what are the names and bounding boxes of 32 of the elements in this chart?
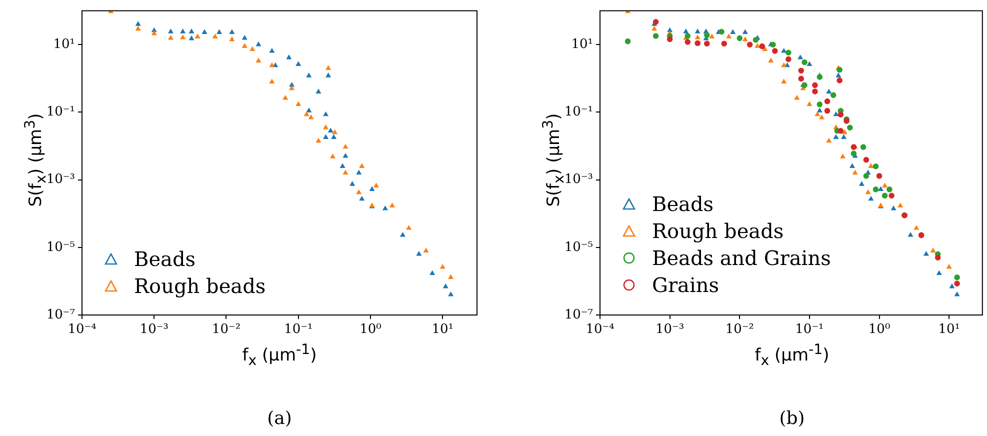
x-tick-label: 10⁻² <box>212 322 241 338</box>
x-tick-label: 10⁰ <box>360 322 382 338</box>
x-axis-title: f$_{x}$ (μm$^{-1}$) <box>754 342 830 370</box>
y-tick-label: 10⁻³ <box>46 172 75 188</box>
x-tick-label: 10⁻¹ <box>795 322 824 338</box>
x-tick-label: 10⁻¹ <box>284 322 313 338</box>
y-tick-label: 10⁻³ <box>564 172 593 188</box>
x-tick-label: 10⁻³ <box>656 322 684 338</box>
x-tick-label: 10⁰ <box>868 322 890 338</box>
legend-label: Grains <box>652 272 720 296</box>
y-tick-label: 10⁻⁷ <box>564 307 593 322</box>
y-tick-label: 10¹ <box>53 36 75 52</box>
y-tick-label: 10⁻⁷ <box>46 307 75 322</box>
x-tick-label: 10⁻³ <box>140 322 168 338</box>
text: (a) <box>267 408 292 429</box>
legend-label: Rough beads <box>652 218 784 242</box>
y-tick-label: 10⁻¹ <box>46 104 75 120</box>
legend-label: Rough beads <box>134 274 266 298</box>
x-axis-title: f$_{x}$ (μm$^{-1}$) <box>242 342 317 370</box>
legend-label: Beads <box>134 246 196 270</box>
x-tick-label: 10¹ <box>938 322 960 338</box>
y-tick-label: 10⁻⁵ <box>46 240 75 255</box>
y-tick-label: 10⁻¹ <box>564 104 593 120</box>
x-tick-label: 10¹ <box>432 322 454 338</box>
x-tick-label: 10⁻⁴ <box>68 322 96 338</box>
legend-label: Beads and Grains <box>652 246 831 270</box>
legend-label: Beads <box>652 192 714 216</box>
y-tick-label: 10⁻⁵ <box>564 240 593 255</box>
x-tick-label: 10⁻² <box>725 322 754 338</box>
text: (b) <box>779 408 805 429</box>
x-tick-label: 10⁻⁴ <box>586 322 614 338</box>
y-tick-label: 10¹ <box>571 36 593 52</box>
